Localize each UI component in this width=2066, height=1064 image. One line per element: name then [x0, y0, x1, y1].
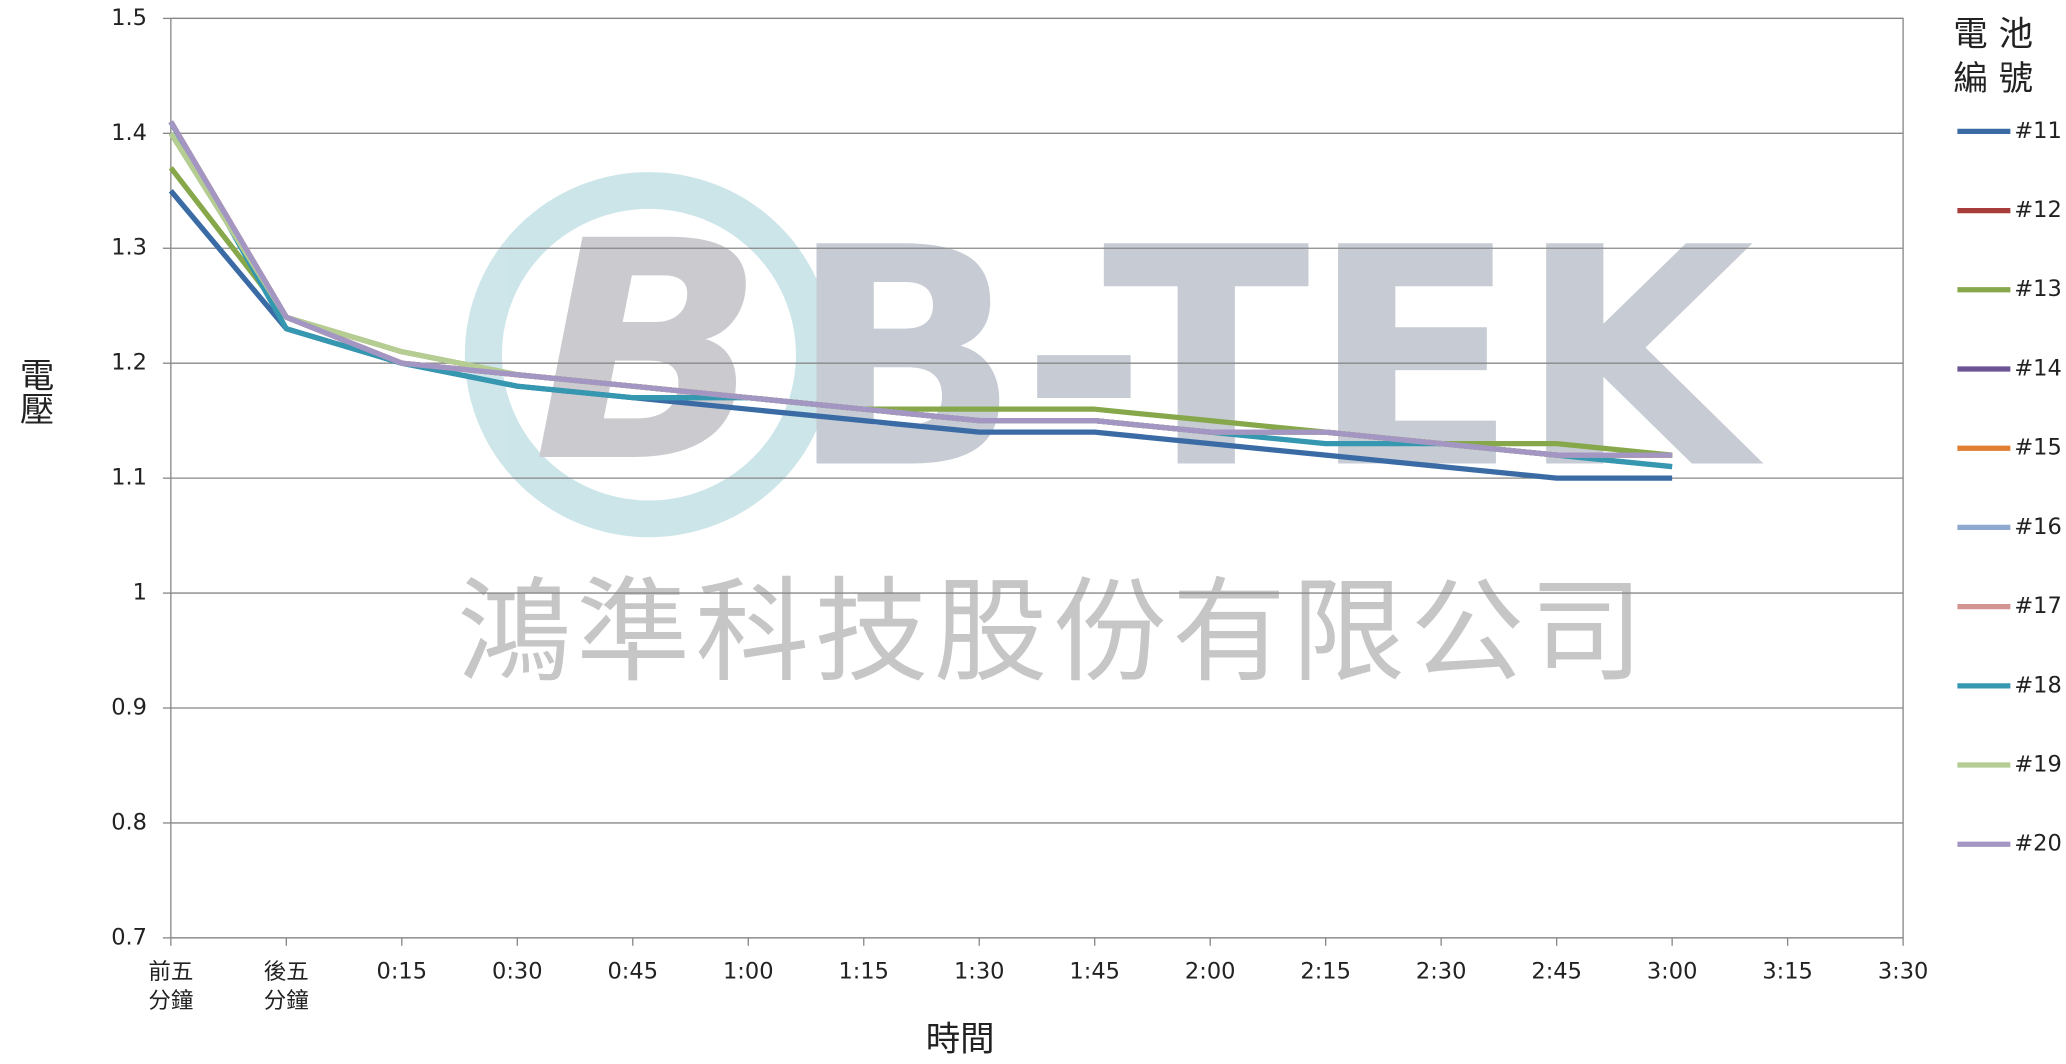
watermark: B B-TEK 鴻準科技股份有限公司 — [457, 172, 1766, 698]
plot-frame — [170, 17, 1904, 939]
y-tick-label: 1.2 — [111, 350, 147, 376]
y-tick-label: 1.3 — [111, 235, 147, 261]
x-tick-label: 1:30 — [954, 959, 1005, 985]
y-tick-label: 0.8 — [111, 810, 147, 836]
y-tick-label: 0.7 — [111, 924, 147, 950]
x-tick-label: 3:00 — [1647, 959, 1698, 985]
x-tick-label: 1:45 — [1069, 959, 1120, 985]
y-tick-label: 1 — [133, 580, 147, 606]
legend-label: #18 — [2014, 672, 2061, 698]
legend-label: #14 — [2014, 356, 2061, 382]
legend-label: #17 — [2014, 593, 2061, 619]
legend-label: #15 — [2014, 435, 2061, 461]
y-tick-label: 1.1 — [111, 465, 147, 491]
x-tick-label: 3:15 — [1762, 959, 1813, 985]
y-tick-label: 0.9 — [111, 695, 147, 721]
y-tick-label: 1.5 — [111, 5, 147, 31]
legend-label: #13 — [2014, 276, 2061, 302]
x-tick-label: 1:15 — [838, 959, 889, 985]
x-tick-label: 0:15 — [377, 959, 428, 985]
y-tick-label: 1.4 — [111, 120, 147, 146]
x-tick-label: 2:15 — [1300, 959, 1351, 985]
logo-b: B — [533, 176, 765, 529]
x-tick-label: 後五分鐘 — [264, 959, 309, 1014]
logo-ring — [464, 172, 834, 538]
legend-title: 電 池編 號 — [1953, 15, 2033, 99]
x-tick-label: 0:30 — [492, 959, 543, 985]
x-tick-label: 前五分鐘 — [148, 959, 193, 1014]
x-tick-label: 2:45 — [1531, 959, 1582, 985]
legend-label: #19 — [2014, 752, 2061, 778]
legend-label: #16 — [2014, 514, 2061, 540]
x-tick-label: 1:00 — [723, 959, 774, 985]
x-tick-label: 3:30 — [1878, 959, 1929, 985]
x-axis-label: 時間 — [926, 1020, 995, 1060]
watermark-company: 鴻準科技股份有限公司 — [457, 566, 1649, 697]
legend-label: #20 — [2014, 831, 2061, 857]
watermark-brand: B-TEK — [789, 183, 1766, 536]
series-line — [168, 120, 1673, 458]
legend-label: #11 — [2014, 118, 2061, 144]
x-tick-label: 2:00 — [1185, 959, 1236, 985]
x-tick-label: 2:30 — [1416, 959, 1467, 985]
y-axis-label: 電壓 — [13, 357, 53, 425]
x-tick-label: 0:45 — [608, 959, 659, 985]
legend-label: #12 — [2014, 197, 2061, 223]
